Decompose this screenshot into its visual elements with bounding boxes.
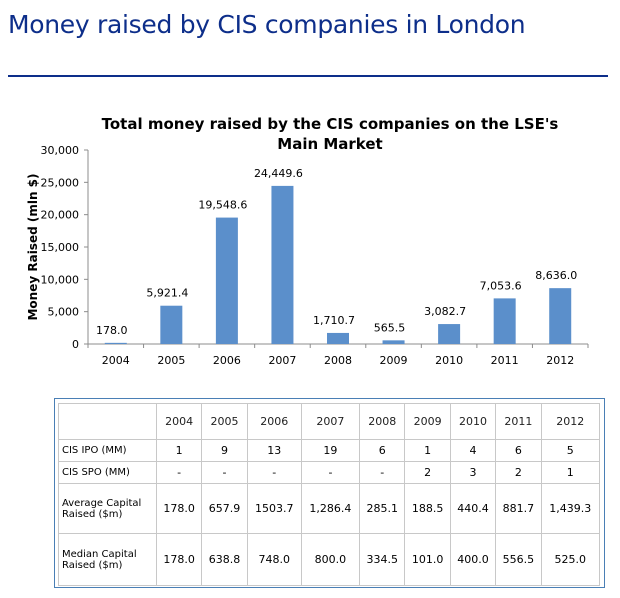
table-cell: 1,286.4 — [300, 483, 361, 534]
y-tick-label: 25,000 — [41, 176, 80, 189]
bar-value-label: 1,710.7 — [313, 314, 355, 327]
table-cell: 1 — [404, 439, 451, 462]
table-cell: 525.0 — [540, 533, 600, 586]
bar — [493, 298, 516, 344]
x-tick-label: 2008 — [324, 354, 352, 367]
table-row: CIS SPO (MM) - - - - -2 3 2 1 — [58, 461, 600, 484]
x-tick-label: 2007 — [268, 354, 296, 367]
title-divider — [8, 75, 608, 77]
bar-chart: 0 5,000 10,000 15,000 20,000 25,000 30,000 Mone… — [26, 144, 589, 367]
bar — [382, 340, 405, 344]
table-header-cell: 2011 — [495, 403, 542, 440]
table-cell: 5 — [540, 439, 600, 462]
table-cell: - — [359, 461, 406, 484]
table-header-cell: 2004 — [155, 403, 203, 440]
table-cell: 748.0 — [246, 533, 302, 586]
table-cell: 1,439.3 — [540, 483, 600, 534]
table-row: Average Capital Raised ($m) 178.0 657.9 150… — [58, 483, 600, 534]
table-cell: 440.4 — [449, 483, 497, 534]
bar-value-label: 24,449.6 — [254, 167, 303, 180]
table-header-cell: 2008 — [359, 403, 406, 440]
y-tick-label: 15,000 — [41, 241, 80, 254]
table-header-cell: 2007 — [300, 403, 361, 440]
y-tick-label: 5,000 — [48, 306, 80, 319]
table-cell: 178.0 — [155, 483, 203, 534]
bar — [271, 185, 294, 344]
bar — [160, 305, 183, 344]
x-tick-label: 2010 — [435, 354, 463, 367]
table-cell: 6 — [495, 439, 542, 462]
bar-value-label: 8,636.0 — [535, 269, 577, 282]
page-title: Money raised by CIS companies in London — [8, 10, 526, 39]
table-cell: 881.7 — [495, 483, 542, 534]
bar — [327, 332, 349, 344]
table-cell: 6 — [359, 439, 406, 462]
x-tick-label: 2012 — [546, 354, 574, 367]
bar — [549, 288, 572, 344]
table-header-cell: 2009 — [404, 403, 451, 440]
table-cell: 638.8 — [201, 533, 248, 586]
y-tick-label: 0 — [72, 338, 79, 351]
bar-value-label: 178.0 — [96, 324, 128, 337]
table-cell: - — [300, 461, 361, 484]
bar-value-label: 7,053.6 — [480, 279, 522, 292]
bar — [104, 342, 127, 344]
table-header-row: 2004 2005 2006 2007 2008 2009 2010 2011 2012 — [58, 403, 600, 440]
x-tick-label: 2004 — [102, 354, 130, 367]
table-cell: 400.0 — [449, 533, 497, 586]
table-cell: 13 — [246, 439, 302, 462]
table-cell: 101.0 — [404, 533, 451, 586]
table-row-label: CIS SPO (MM) — [58, 461, 157, 484]
x-tick-label: 2006 — [213, 354, 241, 367]
table-header-cell: 2010 — [449, 403, 497, 440]
bar — [438, 324, 461, 344]
table-cell: 4 — [449, 439, 497, 462]
data-table-panel: 2004 2005 2006 2007 2008 2009 2010 2011 2012 CIS… — [54, 398, 605, 588]
x-tick-label: 2005 — [157, 354, 185, 367]
table-cell: 800.0 — [300, 533, 361, 586]
table-cell: 178.0 — [155, 533, 203, 586]
y-tick-label: 10,000 — [41, 273, 80, 286]
table-row-label: CIS IPO (MM) — [58, 439, 157, 462]
table-cell: 2 — [404, 461, 451, 484]
chart-title: Total money raised by the CIS companies … — [101, 115, 559, 153]
table-cell: 556.5 — [495, 533, 542, 586]
table-row-label: Average Capital Raised ($m) — [58, 483, 157, 534]
bar-value-label: 5,921.4 — [146, 287, 188, 300]
table-cell: - — [201, 461, 248, 484]
bar-value-label: 565.5 — [374, 321, 406, 334]
table-cell: 1 — [540, 461, 600, 484]
table-cell: 285.1 — [359, 483, 406, 534]
table-corner-cell — [58, 403, 157, 440]
y-tick-label: 30,000 — [41, 144, 80, 157]
x-tick-label: 2009 — [380, 354, 408, 367]
table-row: Median Capital Raised ($m) 178.0 638.8 748.… — [58, 533, 600, 586]
table-row: CIS IPO (MM) 1 9 13 19 6 1 4 6 5 — [58, 439, 600, 462]
table-cell: 3 — [449, 461, 497, 484]
table-cell: - — [155, 461, 203, 484]
data-table: 2004 2005 2006 2007 2008 2009 2010 2011 2012 CIS… — [58, 403, 600, 586]
bar-value-label: 3,082.7 — [424, 305, 466, 318]
table-cell: 1 — [155, 439, 203, 462]
table-header-cell: 2006 — [246, 403, 302, 440]
y-axis-title: Money Raised (mln $) — [26, 173, 40, 320]
bar-value-label: 19,548.6 — [198, 199, 247, 212]
table-cell: 19 — [300, 439, 361, 462]
bar — [215, 217, 238, 344]
table-cell: 2 — [495, 461, 542, 484]
y-tick-label: 20,000 — [41, 209, 80, 222]
table-cell: 9 — [201, 439, 248, 462]
table-cell: 334.5 — [359, 533, 406, 586]
table-cell: 657.9 — [201, 483, 248, 534]
table-cell: - — [246, 461, 302, 484]
table-cell: 1503.7 — [246, 483, 302, 534]
table-cell: 188.5 — [404, 483, 451, 534]
x-tick-label: 2011 — [491, 354, 519, 367]
table-row-label: Median Capital Raised ($m) — [58, 533, 157, 586]
table-header-cell: 2005 — [201, 403, 248, 440]
table-header-cell: 2012 — [540, 403, 600, 440]
